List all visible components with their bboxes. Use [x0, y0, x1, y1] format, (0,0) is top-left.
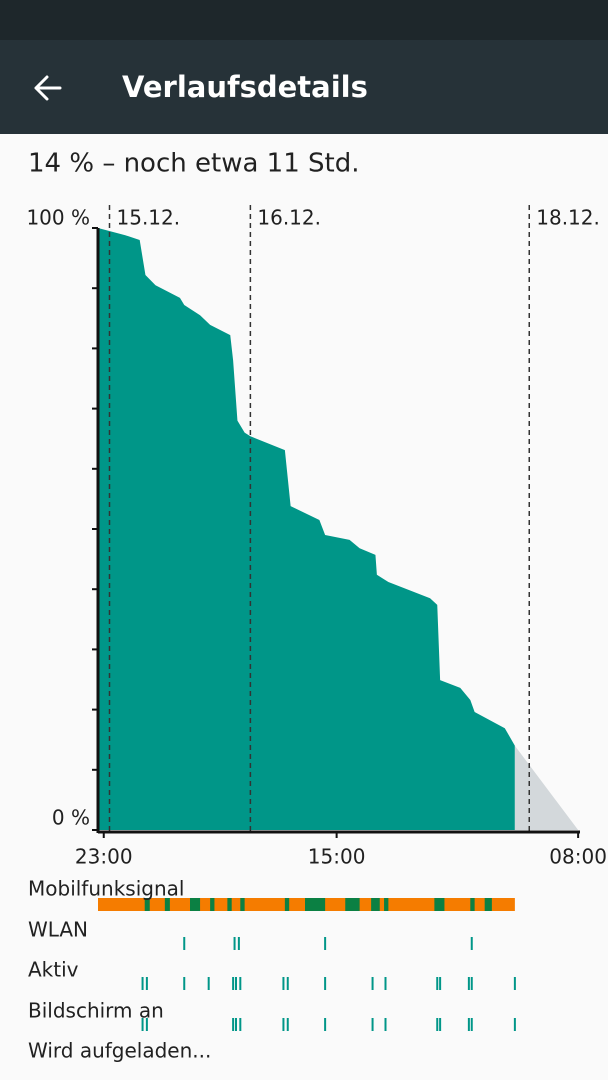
back-arrow[interactable]	[34, 75, 62, 101]
toolbar	[0, 40, 608, 134]
event-tick	[141, 1018, 144, 1031]
event-tick	[384, 977, 387, 990]
back-button[interactable]	[34, 75, 62, 101]
signal-segment	[371, 898, 380, 911]
event-tick	[286, 1018, 289, 1031]
signal-segment	[210, 898, 215, 911]
event-tick	[232, 977, 235, 990]
x-tick-label: 08:00	[549, 845, 607, 869]
signal-segment	[164, 898, 170, 911]
event-tick	[470, 1018, 473, 1031]
event-tick	[324, 1018, 327, 1031]
signal-segment	[190, 898, 201, 911]
event-tick	[439, 977, 442, 990]
battery-area	[98, 228, 515, 830]
event-tick	[239, 1018, 242, 1031]
event-tick	[371, 1018, 374, 1031]
signal-segment	[144, 898, 150, 911]
event-tick	[233, 937, 236, 950]
x-tick-label: 15:00	[308, 845, 366, 869]
summary: 14 % – noch etwa 11 Std.	[28, 149, 359, 179]
signal-segment	[284, 898, 290, 911]
signal-segment	[384, 898, 389, 911]
y-tick-label: 0 %	[52, 806, 90, 830]
event-tick	[141, 977, 144, 990]
event-tick	[436, 1018, 439, 1031]
event-tick	[183, 937, 186, 950]
event-tick	[282, 1018, 285, 1031]
y-tick-label: 100 %	[26, 206, 90, 230]
event-tick	[467, 1018, 470, 1031]
event-tick	[324, 937, 327, 950]
event-tick	[286, 977, 289, 990]
track-label: Bildschirm an	[28, 999, 164, 1023]
event-tick	[513, 1018, 516, 1031]
track-label: WLAN	[28, 918, 88, 942]
track-label: Wird aufgeladen...	[28, 1039, 211, 1063]
event-tick	[239, 977, 242, 990]
event-tick	[145, 1018, 148, 1031]
event-tick	[324, 977, 327, 990]
track-label: Mobilfunksignal	[28, 877, 184, 901]
signal-segment	[305, 898, 326, 911]
event-tick	[282, 977, 285, 990]
event-tick	[235, 977, 237, 990]
x-tick-label: 23:00	[75, 845, 133, 869]
status-bar	[0, 0, 608, 40]
event-tick	[371, 977, 374, 990]
signal-segment	[434, 898, 445, 911]
date-label: 18.12.	[536, 206, 600, 230]
event-tick	[513, 977, 516, 990]
event-tick	[439, 1018, 442, 1031]
signal-segment	[227, 898, 232, 911]
event-tick	[470, 977, 473, 990]
signal-segment	[345, 898, 360, 911]
event-tick	[384, 1018, 387, 1031]
signal-segment	[470, 898, 475, 911]
date-label: 16.12.	[257, 206, 321, 230]
event-tick	[470, 937, 473, 950]
toolbar-title: Verlaufsdetails	[122, 70, 368, 104]
signal-segment	[484, 898, 492, 911]
event-tick	[436, 977, 439, 990]
event-tick	[235, 1018, 237, 1031]
date-label: 15.12.	[117, 206, 181, 230]
track-label: Aktiv	[28, 958, 79, 982]
battery-area	[514, 745, 579, 830]
event-tick	[207, 977, 210, 990]
event-tick	[237, 937, 240, 950]
event-tick	[183, 977, 186, 990]
event-tick	[145, 977, 148, 990]
event-tick	[232, 1018, 235, 1031]
event-tick	[467, 977, 470, 990]
signal-segment	[240, 898, 245, 911]
battery-chart: 15.12. 16.12. 18.12. 0 % 100 % 23:00 15:00 08:0…	[26, 205, 607, 1063]
